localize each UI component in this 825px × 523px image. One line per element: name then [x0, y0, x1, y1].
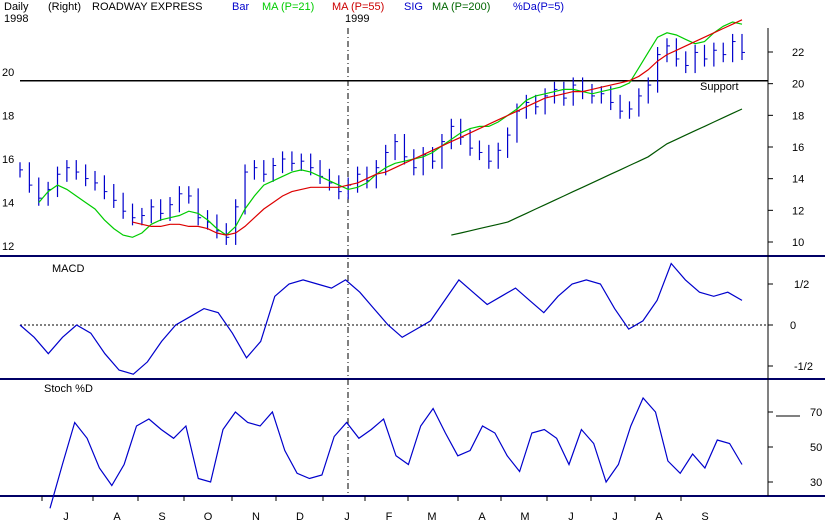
month-label: O: [204, 511, 213, 523]
month-label: A: [478, 511, 486, 523]
month-label: F: [386, 511, 393, 523]
month-label: M: [520, 511, 529, 523]
month-label: A: [113, 511, 121, 523]
year-mid-label: 1999: [345, 13, 369, 25]
left-tick-label: 14: [2, 198, 14, 210]
legend-item-2: MA (P=55): [332, 1, 384, 13]
right-tick-label: 10: [792, 237, 804, 249]
stoch-title: Stoch %D: [44, 383, 93, 395]
stoch-line: [49, 396, 743, 509]
series-line-1: [38, 21, 743, 238]
macd-line: [19, 262, 743, 375]
series-line-2: [132, 19, 743, 236]
stoch-tick-label: 30: [810, 477, 822, 489]
left-tick-label: 20: [2, 67, 14, 79]
legend-item-4: MA (P=200): [432, 1, 490, 13]
macd-panel: [19, 262, 768, 375]
month-label: J: [568, 511, 574, 523]
macd-title: MACD: [52, 263, 84, 275]
right-tick-label: 14: [792, 174, 804, 186]
right-tick-label: 20: [792, 79, 804, 91]
year-left-label: 1998: [4, 13, 28, 25]
month-label: J: [344, 511, 350, 523]
left-tick-label: 12: [2, 241, 14, 253]
legend-item-0: Bar: [232, 1, 249, 13]
left-tick-label: 16: [2, 154, 14, 166]
support-label: Support: [700, 81, 739, 93]
legend-item-5: %Da(P=5): [513, 1, 564, 13]
month-label: A: [655, 511, 663, 523]
macd-tick-label: 1/2: [794, 279, 809, 291]
scale-side-label: (Right): [48, 1, 81, 13]
month-label: M: [427, 511, 436, 523]
month-label: N: [252, 511, 260, 523]
macd-tick-label: -1/2: [794, 361, 813, 373]
axis-labels: 20 18 16 14 12 22 20 18 16 14 12 10 1/2 0 -1/2 70 50 30 J A…: [2, 47, 822, 523]
month-label: S: [701, 511, 708, 523]
period-label: Daily: [4, 1, 29, 13]
series-line-3: [451, 108, 743, 236]
right-tick-label: 16: [792, 142, 804, 154]
legend: Bar MA (P=21) MA (P=55) SIG MA (P=200) %Da(P=…: [232, 1, 564, 13]
symbol-label: ROADWAY EXPRESS: [92, 1, 202, 13]
macd-tick-label: 0: [790, 320, 796, 332]
stoch-panel: [49, 396, 743, 509]
stoch-tick-label: 50: [810, 442, 822, 454]
stoch-tick-label: 70: [810, 407, 822, 419]
month-label: J: [63, 511, 69, 523]
month-label: J: [612, 511, 618, 523]
right-tick-label: 22: [792, 47, 804, 59]
legend-item-1: MA (P=21): [262, 1, 314, 13]
legend-item-3: SIG: [404, 1, 423, 13]
price-panel: [19, 19, 768, 245]
left-tick-label: 18: [2, 111, 14, 123]
right-tick-label: 12: [792, 205, 804, 217]
month-label: D: [296, 511, 304, 523]
right-tick-label: 18: [792, 110, 804, 122]
month-label: S: [158, 511, 165, 523]
